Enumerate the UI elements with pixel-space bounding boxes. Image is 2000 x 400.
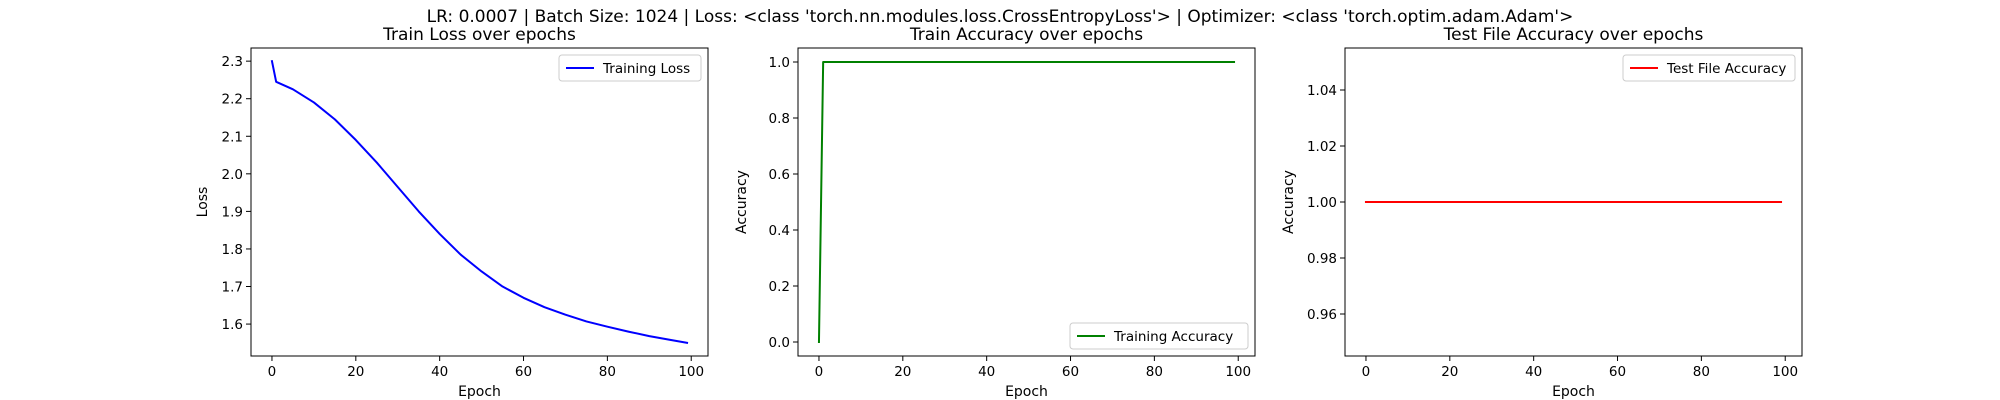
y-tick-label: 0.6 bbox=[769, 167, 790, 183]
y-tick-label: 0.8 bbox=[769, 111, 790, 127]
legend-label: Test File Accuracy bbox=[1666, 61, 1786, 77]
y-tick-label: 0.4 bbox=[769, 223, 790, 239]
y-tick-label: 1.8 bbox=[222, 242, 243, 258]
x-tick-label: 80 bbox=[599, 364, 616, 380]
y-tick-label: 1.02 bbox=[1307, 139, 1337, 155]
x-tick-label: 20 bbox=[347, 364, 364, 380]
x-tick-label: 60 bbox=[515, 364, 532, 380]
series-line bbox=[270, 59, 689, 345]
legend-box bbox=[1622, 54, 1796, 82]
legend: Training Loss bbox=[558, 54, 702, 82]
y-tick-label: 2.3 bbox=[222, 54, 243, 70]
x-tick-label: 80 bbox=[1693, 364, 1710, 380]
x-tick-label: 100 bbox=[678, 364, 704, 380]
x-axis-label: Epoch bbox=[1552, 384, 1595, 400]
y-tick-label: 1.6 bbox=[222, 317, 243, 333]
figure-suptitle: LR: 0.0007 | Batch Size: 1024 | Loss: <c… bbox=[427, 7, 1574, 27]
legend-label: Training Accuracy bbox=[1113, 329, 1233, 345]
y-axis-label: Loss bbox=[195, 187, 211, 218]
x-tick-label: 100 bbox=[1225, 364, 1251, 380]
legend: Test File Accuracy bbox=[1622, 54, 1796, 82]
y-tick-label: 2.2 bbox=[222, 92, 243, 108]
subplot-1: Train Loss over epochs 0 20 40 60 80 100 1.6 1.7… bbox=[195, 25, 709, 400]
legend: Training Accuracy bbox=[1069, 322, 1249, 350]
x-tick-label: 80 bbox=[1146, 364, 1163, 380]
x-tick-label: 40 bbox=[431, 364, 448, 380]
subplot-3: Test File Accuracy over epochs 0 20 40 60 80 1… bbox=[1281, 25, 1803, 400]
y-tick-label: 1.9 bbox=[222, 204, 243, 220]
x-tick-label: 0 bbox=[815, 364, 824, 380]
y-tick-label: 0.98 bbox=[1307, 251, 1337, 267]
x-tick-label: 60 bbox=[1062, 364, 1079, 380]
y-tick-label: 1.00 bbox=[1307, 195, 1337, 211]
series-line bbox=[817, 61, 1236, 344]
x-tick-label: 0 bbox=[268, 364, 277, 380]
subplot-title: Test File Accuracy over epochs bbox=[1443, 25, 1704, 45]
x-tick-label: 100 bbox=[1772, 364, 1798, 380]
x-tick-label: 40 bbox=[978, 364, 995, 380]
y-tick-label: 2.0 bbox=[222, 167, 243, 183]
x-tick-label: 20 bbox=[894, 364, 911, 380]
y-tick-label: 2.1 bbox=[222, 129, 243, 145]
y-tick-label: 0.96 bbox=[1307, 307, 1337, 323]
y-tick-label: 0.2 bbox=[769, 279, 790, 295]
legend-box bbox=[1069, 322, 1249, 350]
y-tick-label: 1.04 bbox=[1307, 83, 1337, 99]
plot-frame bbox=[797, 47, 1256, 357]
subplot-title: Train Loss over epochs bbox=[382, 25, 576, 45]
legend-box bbox=[558, 54, 702, 82]
plot-frame bbox=[250, 47, 709, 357]
y-tick-label: 1.0 bbox=[769, 55, 790, 71]
subplot-title: Train Accuracy over epochs bbox=[909, 25, 1143, 45]
x-tick-label: 40 bbox=[1525, 364, 1542, 380]
y-tick-label: 1.7 bbox=[222, 280, 243, 296]
y-axis-label: Accuracy bbox=[734, 170, 750, 234]
x-tick-label: 60 bbox=[1609, 364, 1626, 380]
x-tick-label: 0 bbox=[1362, 364, 1371, 380]
x-tick-label: 20 bbox=[1441, 364, 1458, 380]
subplot-2: Train Accuracy over epochs 0 20 40 60 80 100 0.… bbox=[734, 25, 1256, 400]
x-axis-label: Epoch bbox=[458, 384, 501, 400]
x-axis-label: Epoch bbox=[1005, 384, 1048, 400]
legend-label: Training Loss bbox=[602, 61, 690, 77]
y-axis-label: Accuracy bbox=[1281, 170, 1297, 234]
y-tick-label: 0.0 bbox=[769, 335, 790, 351]
